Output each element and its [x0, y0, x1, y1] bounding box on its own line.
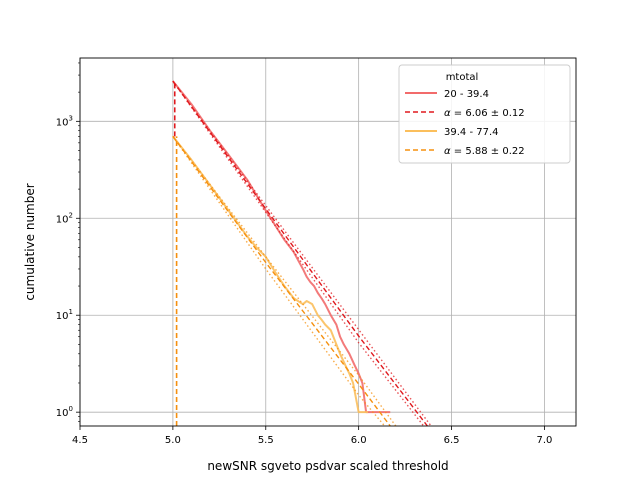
legend-box: [398, 64, 571, 164]
fit-bound-line-2: [172, 80, 425, 426]
x-axis-label: newSNR sgveto psdvar scaled threshold: [207, 459, 448, 473]
axis-ticks: 4.5 5.0 5.5 6.0 6.5 7.0 100 101 102 103: [56, 62, 552, 446]
x-tick-label: 6.0: [351, 435, 367, 446]
fit-bound-line-6: [172, 135, 386, 426]
x-tick-label: 5.5: [258, 435, 274, 446]
fit-bound-line-7: [172, 135, 397, 426]
fit-line-5: [172, 135, 391, 426]
legend: mtotal 20 - 39.4 α = 6.06 ± 0.12 39.4 - 77.…: [398, 64, 571, 164]
y-axis-label: cumulative number: [23, 183, 37, 300]
legend-label-1: α = 6.06 ± 0.12: [444, 108, 525, 119]
y-tick-label: 103: [56, 114, 73, 128]
data-line-0: [172, 80, 391, 414]
x-tick-label: 4.5: [72, 435, 88, 446]
legend-title: mtotal: [446, 72, 479, 83]
legend-label-3: α = 5.88 ± 0.22: [444, 146, 525, 157]
fit-bound-line-3: [172, 80, 432, 426]
y-tick-label: 101: [56, 308, 73, 322]
plot-frame: [79, 57, 577, 427]
x-tick-label: 7.0: [536, 435, 552, 446]
legend-label-0: 20 - 39.4: [444, 89, 489, 100]
fit-line-1: [172, 80, 428, 426]
y-tick-label: 102: [56, 211, 73, 225]
legend-label-2: 39.4 - 77.4: [444, 127, 499, 138]
x-tick-label: 5.0: [165, 435, 181, 446]
y-tick-label: 100: [56, 405, 73, 419]
x-tick-label: 6.5: [444, 435, 460, 446]
plot-series: [172, 80, 432, 426]
